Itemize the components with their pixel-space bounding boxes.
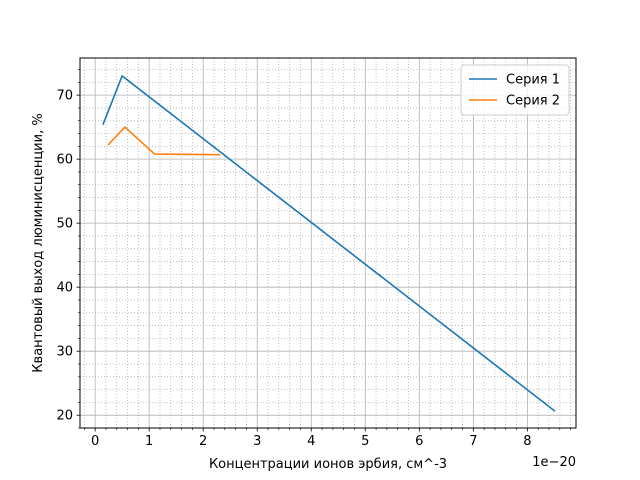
x-axis-label: Концентрации ионов эрбия, см^-3 [209,457,447,472]
legend-label-series-2: Серия 2 [506,94,560,109]
x-tick-label: 5 [361,434,369,449]
series-1-line [102,75,556,412]
y-tick-label: 30 [56,345,73,360]
x-tick-label: 8 [523,434,531,449]
y-tick-label: 50 [56,217,73,232]
series-layer [102,75,556,412]
x-tick-label: 4 [307,434,315,449]
x-axis-offset-label: 1e−20 [532,455,576,470]
y-tick-label: 70 [56,89,73,104]
axis-ticks: 0 1 2 3 4 5 6 7 8 20 30 40 50 60 70 [56,69,571,449]
major-grid [80,58,576,428]
legend: Серия 1 Серия 2 [460,64,570,116]
y-tick-label: 20 [56,409,73,424]
x-tick-label: 1 [145,434,153,449]
x-tick-label: 0 [91,434,99,449]
legend-box [460,64,570,116]
plot-frame [79,57,577,429]
x-tick-label: 3 [253,434,261,449]
series-2-line [107,126,221,156]
legend-label-series-1: Серия 1 [506,73,560,88]
x-tick-label: 6 [415,434,423,449]
y-tick-label: 40 [56,281,73,296]
x-tick-label: 2 [199,434,207,449]
x-tick-label: 7 [469,434,477,449]
y-tick-label: 60 [56,153,73,168]
y-axis-label: Квантовый выход люминисценции, % [31,113,46,372]
